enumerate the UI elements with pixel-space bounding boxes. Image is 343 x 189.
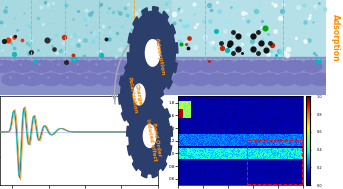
Circle shape (302, 60, 322, 72)
Guaiacol (8, 130, 12, 133)
Circle shape (250, 60, 270, 72)
Text: Bond Order
Induced effect: Bond Order Induced effect (145, 118, 163, 162)
mixed gas (90, 131, 94, 133)
Circle shape (293, 73, 313, 85)
HAc (134, 131, 138, 133)
Guaiacol (99, 131, 103, 133)
Circle shape (207, 73, 227, 85)
Circle shape (182, 60, 202, 72)
mixed gas (99, 131, 103, 133)
HAc (90, 131, 94, 133)
Circle shape (224, 73, 245, 85)
Circle shape (190, 73, 210, 85)
HAc (94, 131, 98, 133)
mixed gas (8, 129, 12, 132)
HAc (156, 131, 160, 133)
mixed gas (94, 131, 98, 133)
mixed gas (118, 131, 122, 133)
Circle shape (107, 60, 129, 72)
Circle shape (241, 73, 262, 85)
Circle shape (268, 60, 287, 72)
Circle shape (126, 60, 148, 72)
Bar (0, 57, 172, 94)
Circle shape (2, 73, 24, 85)
Bar (172, 57, 326, 94)
Guaiacol (90, 131, 94, 133)
Circle shape (285, 60, 305, 72)
Circle shape (135, 73, 157, 85)
Circle shape (97, 73, 119, 85)
mixed gas (17, 176, 21, 179)
Line: mixed gas: mixed gas (0, 108, 158, 177)
Circle shape (216, 60, 236, 72)
Circle shape (0, 60, 14, 72)
Circle shape (165, 60, 185, 72)
Circle shape (78, 73, 100, 85)
Polygon shape (145, 40, 160, 66)
HAc (8, 128, 12, 130)
HAc (0, 131, 2, 133)
Circle shape (259, 73, 279, 85)
mixed gas (134, 131, 138, 133)
Guaiacol (23, 105, 27, 108)
Guaiacol (0, 131, 2, 133)
Circle shape (233, 60, 253, 72)
Line: HAc: HAc (0, 109, 158, 176)
Polygon shape (127, 94, 173, 178)
Text: Adsorption: Adsorption (154, 37, 166, 76)
Y-axis label: Bond order (BO/g): Bond order (BO/g) (162, 119, 167, 163)
mixed gas (156, 131, 160, 133)
HAc (118, 131, 122, 133)
Guaiacol (134, 131, 138, 133)
Circle shape (11, 60, 34, 72)
Circle shape (116, 73, 138, 85)
HAc (22, 108, 26, 110)
Text: Charge
Polarization: Charge Polarization (127, 75, 144, 114)
Circle shape (173, 73, 193, 85)
Circle shape (31, 60, 53, 72)
Guaiacol (118, 131, 122, 133)
HAc (17, 175, 21, 177)
Polygon shape (134, 84, 145, 105)
Circle shape (199, 60, 219, 72)
mixed gas (0, 131, 2, 133)
Legend: mixed gas, Guaiacol, HAc: mixed gas, Guaiacol, HAc (130, 98, 156, 113)
Guaiacol (94, 131, 98, 133)
Guaiacol (18, 179, 22, 181)
Circle shape (49, 60, 72, 72)
Text: Adsorption: Adsorption (331, 14, 340, 62)
Polygon shape (119, 57, 160, 132)
Circle shape (276, 73, 296, 85)
Bar (247, 139, 302, 184)
Circle shape (21, 73, 43, 85)
Polygon shape (143, 125, 156, 147)
Circle shape (154, 73, 176, 85)
Polygon shape (128, 7, 178, 99)
mixed gas (22, 107, 26, 109)
Bar (172, 0, 326, 59)
Circle shape (145, 60, 167, 72)
Guaiacol (156, 131, 160, 133)
Circle shape (40, 73, 62, 85)
HAc (99, 131, 103, 133)
Line: Guaiacol: Guaiacol (0, 107, 158, 180)
Bar (0, 0, 172, 59)
Circle shape (59, 73, 81, 85)
Circle shape (310, 73, 330, 85)
Circle shape (69, 60, 91, 72)
Circle shape (87, 60, 110, 72)
